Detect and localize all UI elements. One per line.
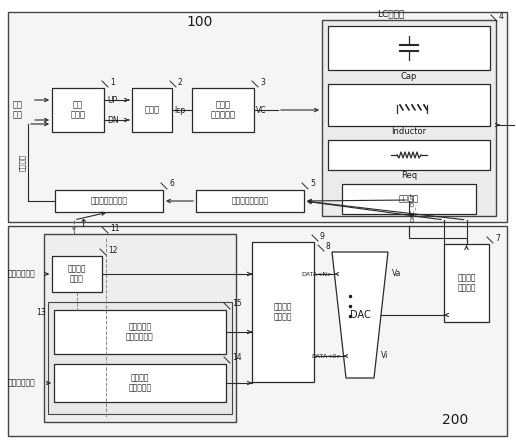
Text: DAC: DAC bbox=[350, 310, 370, 320]
Text: 14: 14 bbox=[232, 354, 241, 362]
Text: 调制补偿信号: 调制补偿信号 bbox=[8, 378, 36, 388]
Text: DATA<0>: DATA<0> bbox=[311, 354, 342, 358]
Bar bbox=[55, 190, 163, 212]
Bar bbox=[252, 242, 314, 382]
Text: 7: 7 bbox=[495, 233, 500, 242]
Text: 信道选择信号: 信道选择信号 bbox=[8, 269, 36, 279]
Text: DAC_OUT: DAC_OUT bbox=[410, 193, 416, 222]
Text: 13: 13 bbox=[36, 308, 46, 317]
Text: 分频回路: 分频回路 bbox=[19, 154, 25, 171]
Text: 频率基准
锁定模块: 频率基准 锁定模块 bbox=[457, 273, 476, 293]
Bar bbox=[328, 140, 490, 170]
Bar bbox=[196, 190, 304, 212]
Text: Vi: Vi bbox=[380, 351, 388, 361]
Bar bbox=[52, 88, 104, 132]
Text: 后置固定预分频器: 后置固定预分频器 bbox=[232, 197, 268, 206]
Bar bbox=[8, 226, 507, 436]
Text: 分频因子
查找表: 分频因子 查找表 bbox=[68, 264, 86, 284]
Bar bbox=[328, 26, 490, 70]
Text: 可配置
环路滤波器: 可配置 环路滤波器 bbox=[211, 100, 235, 120]
Text: 偏置电压
产生模块: 偏置电压 产生模块 bbox=[274, 302, 292, 322]
Text: 11: 11 bbox=[110, 224, 120, 233]
Text: 初始量化电
压范围匹配表: 初始量化电 压范围匹配表 bbox=[126, 323, 154, 342]
Text: 6: 6 bbox=[169, 179, 174, 189]
Text: Req: Req bbox=[401, 171, 417, 180]
Bar bbox=[328, 84, 490, 126]
Bar bbox=[54, 310, 226, 354]
Bar bbox=[48, 302, 232, 414]
Text: 15: 15 bbox=[232, 299, 241, 308]
Text: 可编程小数分频器: 可编程小数分频器 bbox=[90, 197, 127, 206]
Text: LC振荡器: LC振荡器 bbox=[377, 9, 405, 18]
Text: 2: 2 bbox=[178, 78, 183, 86]
Text: Va: Va bbox=[392, 269, 401, 279]
Bar bbox=[192, 88, 254, 132]
Polygon shape bbox=[332, 252, 388, 378]
Text: 参考
时钟: 参考 时钟 bbox=[13, 100, 23, 120]
Text: 4: 4 bbox=[499, 12, 504, 20]
Bar bbox=[342, 184, 476, 214]
Bar bbox=[444, 244, 489, 322]
Text: 鉴频
鉴相器: 鉴频 鉴相器 bbox=[71, 100, 86, 120]
Text: Inductor: Inductor bbox=[392, 128, 427, 136]
Text: DN: DN bbox=[107, 116, 119, 124]
Text: UP: UP bbox=[107, 96, 117, 105]
Text: 调制电容: 调制电容 bbox=[399, 194, 419, 203]
Bar bbox=[132, 88, 172, 132]
Text: 1: 1 bbox=[110, 78, 115, 86]
Text: 5: 5 bbox=[310, 179, 315, 189]
Text: VC: VC bbox=[256, 105, 266, 114]
Text: 9: 9 bbox=[320, 232, 325, 241]
Text: Cap: Cap bbox=[401, 71, 417, 81]
Text: DATA<N>: DATA<N> bbox=[301, 272, 332, 276]
Text: 200: 200 bbox=[442, 413, 468, 427]
Text: 12: 12 bbox=[108, 245, 118, 254]
Text: ↑: ↑ bbox=[79, 219, 88, 229]
Bar bbox=[8, 12, 507, 222]
Text: 100: 100 bbox=[187, 15, 213, 29]
Text: 8: 8 bbox=[326, 241, 331, 250]
Text: 3: 3 bbox=[260, 78, 265, 86]
Text: Icp: Icp bbox=[174, 105, 185, 114]
Bar bbox=[52, 256, 102, 292]
Bar bbox=[322, 20, 496, 216]
Text: 量化电压
范围偏移量: 量化电压 范围偏移量 bbox=[128, 373, 152, 392]
Bar bbox=[54, 364, 226, 402]
Bar bbox=[44, 234, 236, 422]
Text: 电荷泵: 电荷泵 bbox=[144, 105, 159, 114]
